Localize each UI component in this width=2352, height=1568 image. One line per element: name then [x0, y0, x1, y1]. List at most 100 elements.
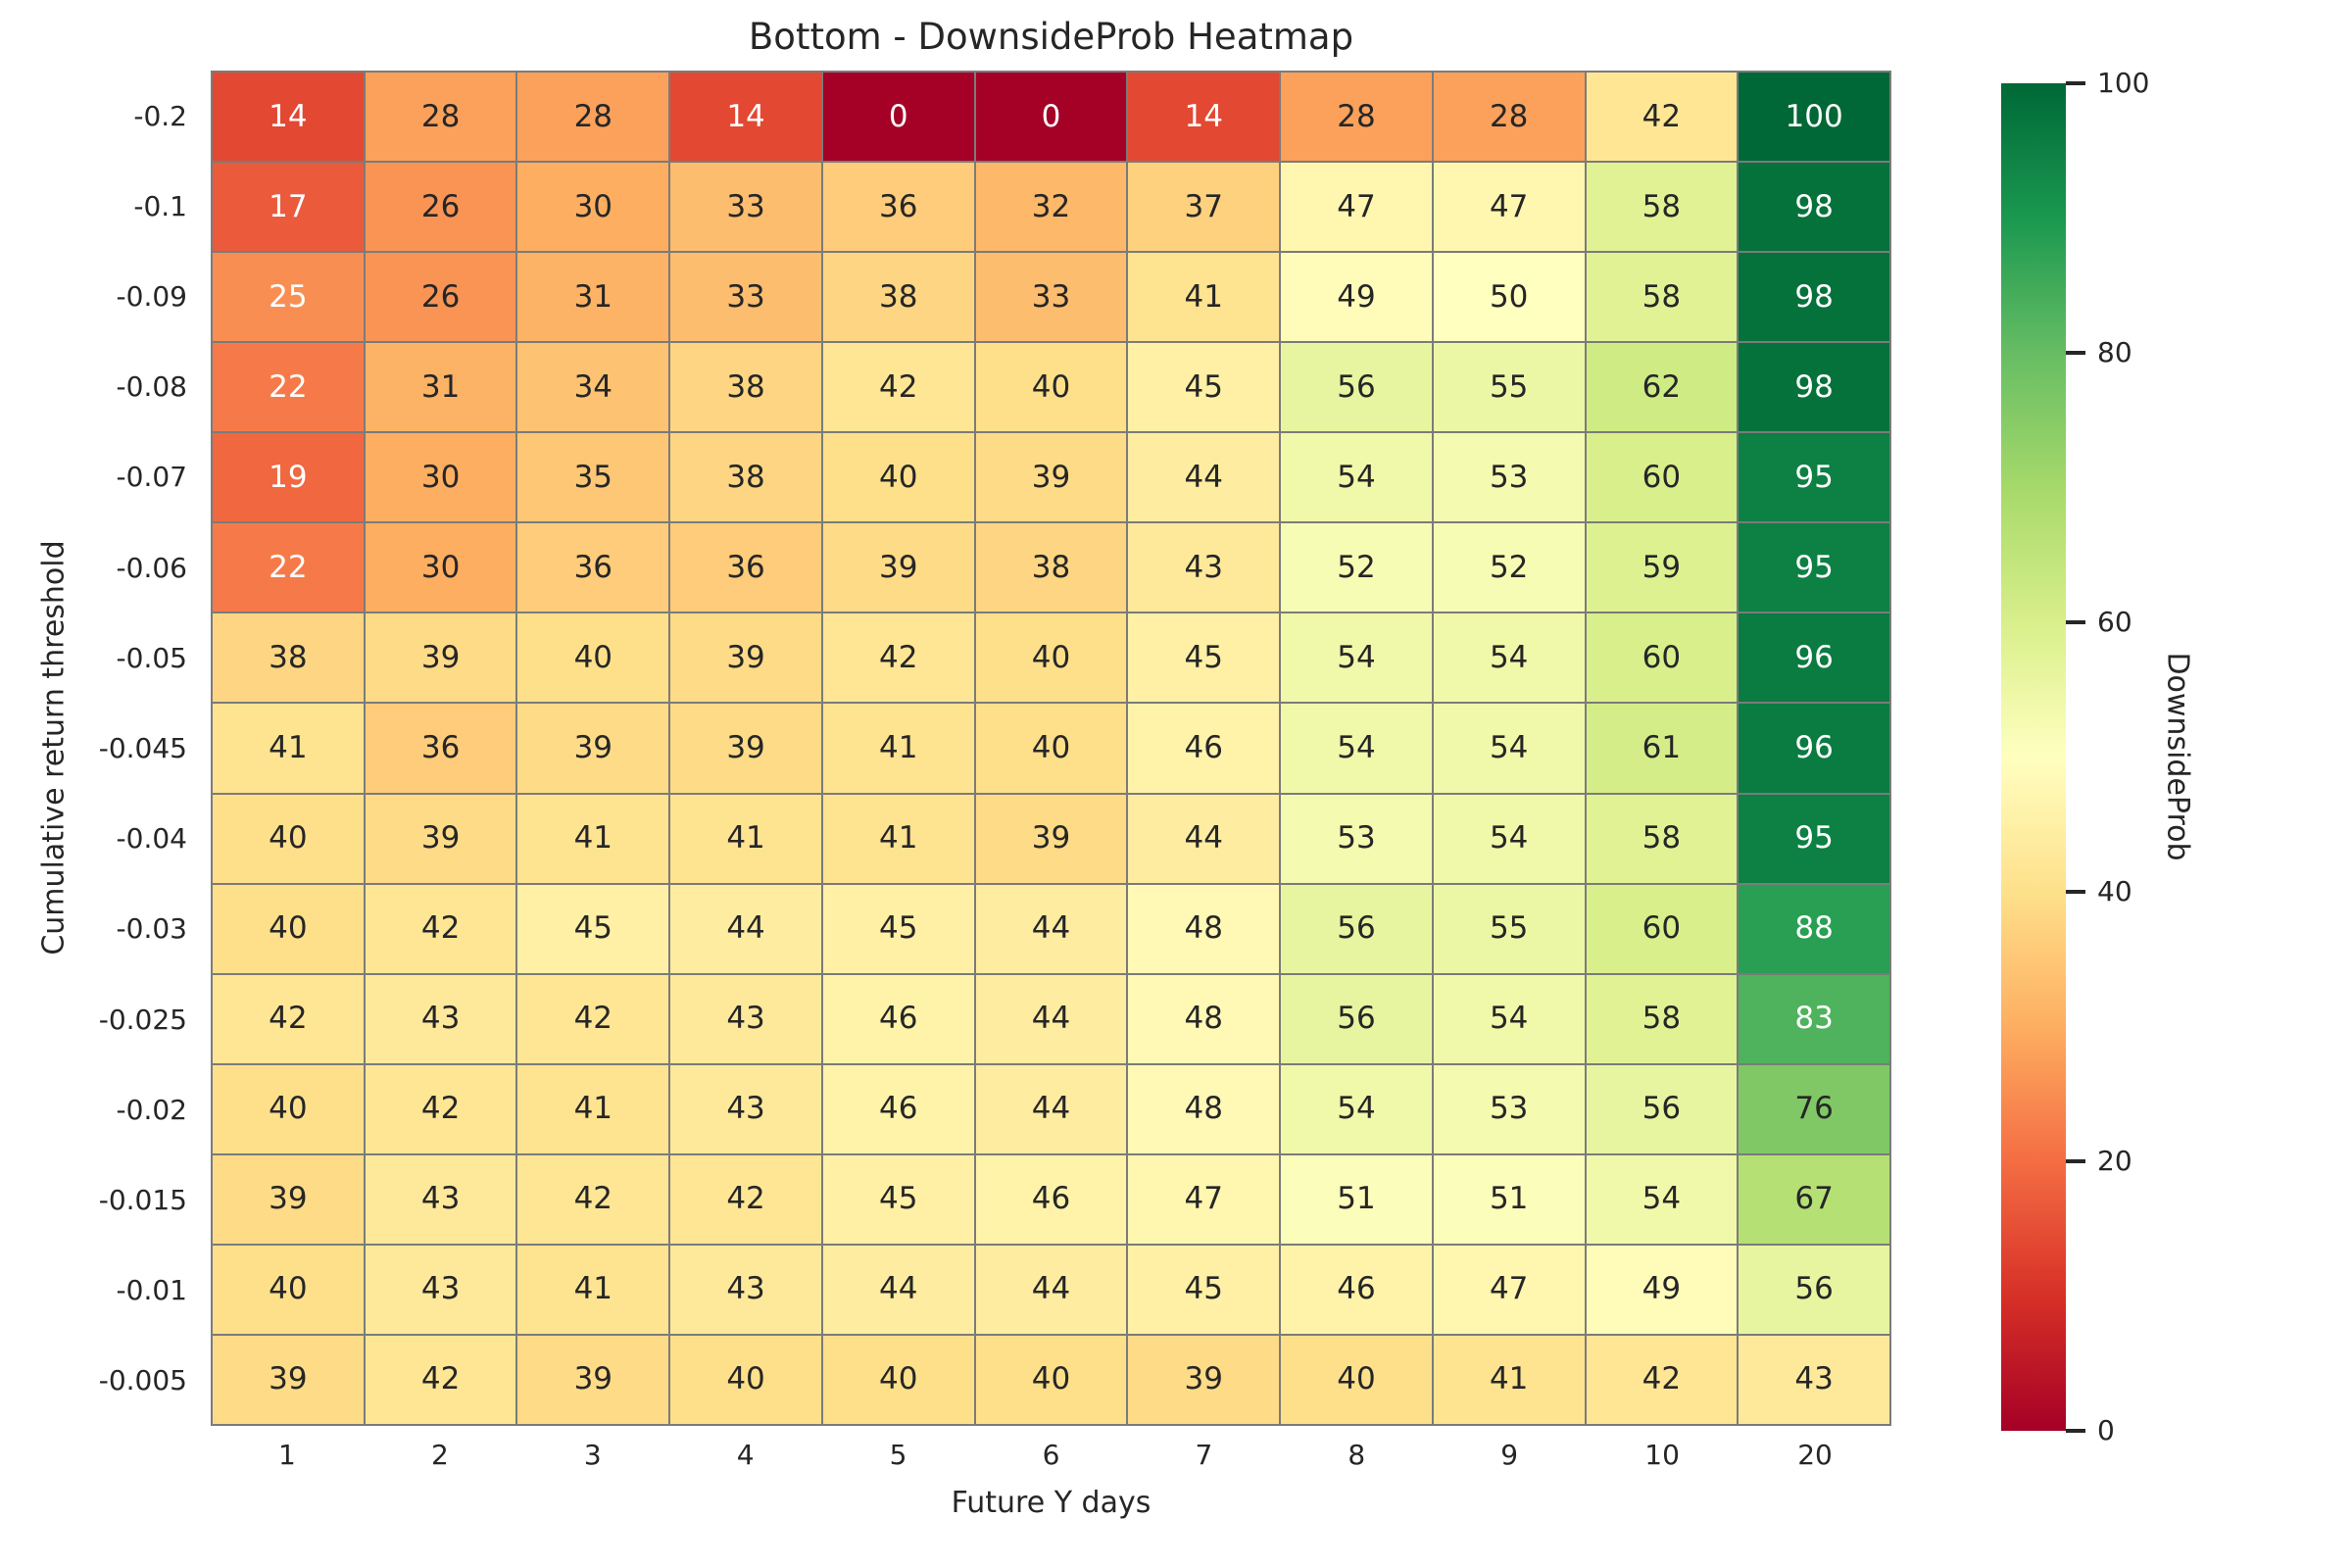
heatmap-cell: 44	[975, 1245, 1127, 1334]
heatmap-cell: 56	[1281, 974, 1432, 1063]
heatmap-cell: 40	[1281, 1335, 1432, 1424]
heatmap-cell: 49	[1586, 1245, 1738, 1334]
heatmap-cell: 40	[670, 1335, 821, 1424]
heatmap-cell: 54	[1433, 613, 1585, 703]
heatmap-cell: 55	[1433, 343, 1585, 432]
heatmap-cell: 45	[1128, 343, 1280, 432]
heatmap-cell: 56	[1586, 1064, 1738, 1153]
heatmap-cell: 56	[1281, 343, 1432, 432]
heatmap-cell: 42	[1586, 73, 1738, 162]
heatmap-cell: 44	[670, 884, 821, 973]
heatmap-cell: 42	[1586, 1335, 1738, 1424]
heatmap-cell: 44	[1128, 794, 1280, 883]
heatmap-cell: 61	[1586, 704, 1738, 793]
colorbar-tick: 60	[2066, 609, 2132, 636]
heatmap-cell: 98	[1739, 253, 1889, 342]
heatmap-cell: 17	[213, 163, 364, 252]
heatmap-cell: 31	[517, 253, 669, 342]
heatmap-cell: 45	[1128, 1245, 1280, 1334]
heatmap-cell: 98	[1739, 343, 1889, 432]
heatmap-cell: 54	[1433, 704, 1585, 793]
colorbar-tick-mark	[2066, 81, 2085, 85]
colorbar-tick-label: 20	[2097, 1145, 2132, 1177]
colorbar-tick: 40	[2066, 878, 2132, 906]
heatmap-cell: 43	[365, 1154, 516, 1244]
heatmap-cell: 52	[1433, 523, 1585, 612]
x-axis-ticks: 1 2 3 4 5 6 7 8 9 10 20	[211, 1435, 1891, 1474]
x-tick-label: 3	[583, 1438, 602, 1471]
heatmap-cell: 0	[975, 73, 1127, 162]
heatmap-cell: 67	[1739, 1154, 1889, 1244]
heatmap-cell: 42	[670, 1154, 821, 1244]
heatmap-cell: 26	[365, 253, 516, 342]
heatmap-cell: 100	[1739, 73, 1889, 162]
heatmap-cell: 14	[213, 73, 364, 162]
heatmap-cell: 76	[1739, 1064, 1889, 1153]
heatmap-cell: 46	[1128, 704, 1280, 793]
heatmap-cell: 34	[517, 343, 669, 432]
heatmap-cell: 44	[975, 884, 1127, 973]
heatmap-cell: 54	[1281, 704, 1432, 793]
chart-title: Bottom - DownsideProb Heatmap	[748, 16, 1354, 58]
y-axis-ticks: -0.2 -0.1 -0.09 -0.08 -0.07 -0.06 -0.05 -0.045 -…	[0, 71, 199, 1426]
x-axis-label: Future Y days	[951, 1486, 1152, 1520]
x-tick-label: 10	[1644, 1438, 1680, 1471]
heatmap-cell: 40	[213, 1064, 364, 1153]
heatmap-cell: 40	[822, 1335, 974, 1424]
heatmap-cell: 41	[1433, 1335, 1585, 1424]
heatmap-cell: 42	[517, 974, 669, 1063]
heatmap-cell: 60	[1586, 613, 1738, 703]
heatmap-cell: 54	[1433, 974, 1585, 1063]
heatmap-cell: 47	[1433, 163, 1585, 252]
x-tick-label: 7	[1195, 1438, 1213, 1471]
heatmap-cell: 60	[1586, 433, 1738, 522]
heatmap-cell: 40	[975, 704, 1127, 793]
heatmap-cell: 19	[213, 433, 364, 522]
colorbar-tick-mark	[2066, 890, 2085, 894]
heatmap-cell: 58	[1586, 253, 1738, 342]
heatmap-cell: 41	[213, 704, 364, 793]
heatmap-cell: 41	[517, 794, 669, 883]
heatmap-cell: 41	[670, 794, 821, 883]
heatmap-cell: 31	[365, 343, 516, 432]
x-tick-label: 4	[736, 1438, 755, 1471]
heatmap-cell: 22	[213, 523, 364, 612]
heatmap-cell: 39	[517, 704, 669, 793]
heatmap-cell: 42	[365, 1064, 516, 1153]
heatmap-cell: 32	[975, 163, 1127, 252]
heatmap-cell: 42	[365, 1335, 516, 1424]
heatmap-cell: 40	[975, 343, 1127, 432]
heatmap-cell: 47	[1281, 163, 1432, 252]
heatmap-cell: 30	[365, 523, 516, 612]
heatmap-cell: 40	[975, 613, 1127, 703]
heatmap-cell: 36	[670, 523, 821, 612]
y-tick-label: -0.06	[116, 551, 187, 584]
colorbar-tick-label: 40	[2097, 875, 2132, 907]
y-tick-label: -0.01	[116, 1274, 187, 1307]
heatmap-cell: 28	[365, 73, 516, 162]
heatmap-cell: 60	[1586, 884, 1738, 973]
heatmap-cell: 47	[1128, 1154, 1280, 1244]
heatmap-cell: 38	[975, 523, 1127, 612]
y-tick-label: -0.1	[133, 189, 187, 222]
y-tick-label: -0.09	[116, 280, 187, 313]
heatmap-cell: 40	[822, 433, 974, 522]
x-tick-label: 5	[889, 1438, 907, 1471]
colorbar-tick-mark	[2066, 1159, 2085, 1163]
heatmap-cell: 56	[1281, 884, 1432, 973]
colorbar-tick-label: 0	[2097, 1414, 2115, 1446]
heatmap-cell: 22	[213, 343, 364, 432]
colorbar-tick-label: 80	[2097, 336, 2132, 368]
heatmap-cell: 39	[822, 523, 974, 612]
heatmap-cell: 46	[822, 1064, 974, 1153]
heatmap-cell: 33	[670, 253, 821, 342]
heatmap-cell: 48	[1128, 884, 1280, 973]
heatmap-cell: 48	[1128, 974, 1280, 1063]
heatmap-cell: 58	[1586, 163, 1738, 252]
y-tick-label: -0.03	[116, 912, 187, 946]
heatmap-cell: 39	[975, 433, 1127, 522]
heatmap-cell: 43	[670, 1064, 821, 1153]
heatmap-cell: 39	[670, 704, 821, 793]
heatmap-cell: 54	[1281, 433, 1432, 522]
